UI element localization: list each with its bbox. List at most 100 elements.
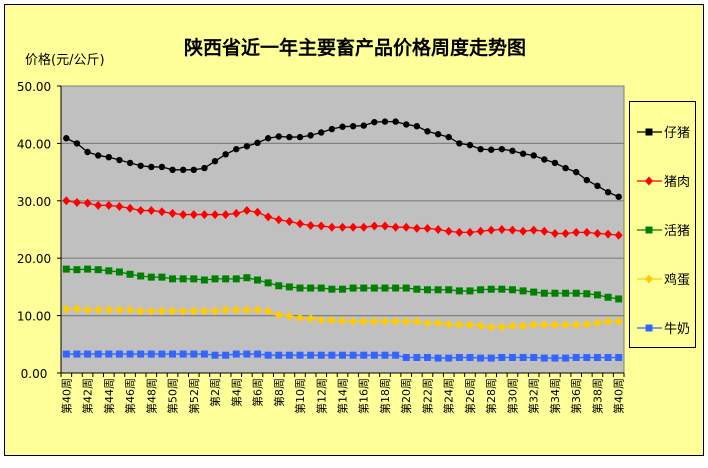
data-point (381, 351, 389, 359)
data-point (147, 206, 156, 216)
data-point (275, 133, 282, 140)
data-point (413, 285, 421, 293)
data-point (253, 305, 262, 315)
data-point (487, 285, 495, 293)
data-point (115, 305, 124, 315)
data-point (498, 354, 506, 362)
data-point (360, 351, 368, 359)
data-point (62, 196, 71, 206)
y-tick-label: 20.00 (17, 252, 51, 266)
data-point (434, 286, 442, 294)
data-point (508, 225, 517, 235)
data-point (349, 222, 358, 232)
y-tick-label: 50.00 (17, 80, 51, 94)
data-point (519, 287, 527, 295)
data-point (307, 284, 315, 292)
data-point (211, 351, 219, 359)
data-point (519, 354, 527, 362)
data-point (200, 210, 209, 220)
data-point (179, 275, 187, 283)
data-point (221, 210, 230, 220)
data-point (211, 306, 220, 316)
data-point (413, 354, 421, 362)
data-point (359, 316, 368, 326)
data-point (423, 223, 432, 233)
data-point (221, 305, 230, 315)
data-point (296, 219, 305, 229)
x-tick-label: 第4周 (229, 378, 243, 407)
data-point (306, 220, 315, 230)
series-1 (62, 196, 623, 240)
data-point (370, 221, 379, 231)
legend-box (629, 101, 696, 348)
data-point (423, 286, 431, 294)
legend-label: 猪肉 (664, 175, 690, 190)
data-point (254, 139, 261, 147)
data-point (327, 222, 336, 232)
legend-marker (645, 274, 653, 284)
data-point (562, 289, 570, 297)
legend-label: 牛奶 (664, 322, 690, 337)
data-point (84, 148, 91, 156)
data-point (424, 128, 431, 135)
data-point (423, 318, 432, 328)
data-point (477, 145, 484, 153)
data-point (328, 125, 336, 133)
data-point (349, 284, 357, 292)
data-point (307, 132, 314, 139)
data-point (147, 273, 155, 281)
series-0 (63, 118, 622, 200)
data-point (242, 206, 251, 216)
data-point (615, 193, 622, 200)
x-tick-label: 第24周 (442, 378, 456, 414)
data-point (328, 285, 336, 293)
data-point (126, 270, 134, 278)
data-point (604, 229, 613, 239)
data-point (242, 305, 251, 315)
data-point (73, 266, 81, 274)
data-point (582, 227, 591, 237)
data-point (529, 320, 538, 330)
data-point (370, 316, 379, 326)
data-point (444, 319, 453, 329)
data-point (445, 354, 453, 362)
data-point (561, 320, 570, 330)
data-point (104, 305, 113, 315)
x-tick-label: 第10周 (293, 378, 307, 414)
data-point (222, 351, 230, 359)
data-point (508, 321, 517, 331)
y-tick-label: 10.00 (17, 310, 51, 324)
data-point (211, 210, 220, 220)
data-point (604, 354, 612, 362)
data-point (583, 176, 591, 184)
x-tick-label: 第18周 (378, 378, 392, 414)
data-point (456, 140, 463, 147)
x-tick-label: 第38周 (590, 378, 604, 414)
data-point (583, 290, 591, 298)
data-point (148, 163, 155, 171)
data-point (285, 216, 294, 226)
x-tick-label: 第16周 (357, 378, 371, 414)
data-point (222, 275, 230, 283)
data-point (465, 227, 474, 237)
data-point (179, 350, 187, 358)
data-point (274, 215, 283, 225)
data-point (339, 285, 346, 293)
data-point (349, 351, 357, 359)
x-tick-label: 第8周 (272, 378, 286, 407)
y-tick-label: 0.00 (21, 367, 48, 381)
data-point (338, 222, 347, 232)
data-point (614, 230, 623, 240)
data-point (476, 226, 485, 236)
data-point (232, 208, 241, 218)
data-point (264, 279, 272, 287)
data-point (286, 133, 293, 141)
data-point (233, 145, 240, 153)
data-point (434, 225, 443, 234)
legend-marker (645, 324, 653, 332)
data-point (593, 354, 601, 362)
data-point (62, 304, 71, 314)
x-tick-label: 第40周 (59, 378, 73, 414)
data-point (466, 354, 474, 362)
data-point (84, 350, 92, 358)
